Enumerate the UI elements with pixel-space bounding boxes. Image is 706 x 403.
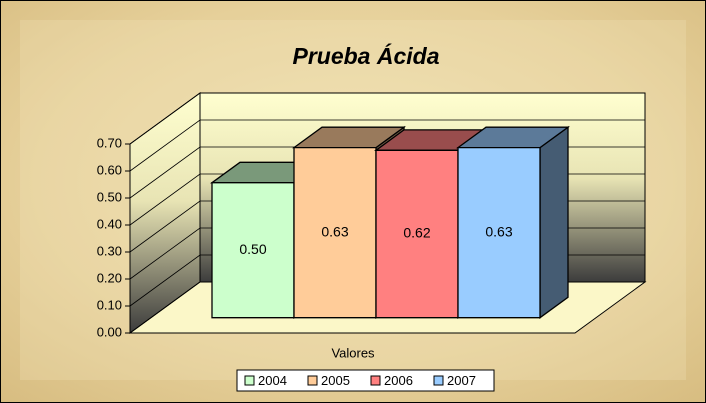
data-label: 0.62 <box>403 225 430 241</box>
y-tick-label: 0.40 <box>97 216 122 231</box>
grid-line <box>129 92 645 145</box>
legend-label: 2005 <box>321 373 350 388</box>
y-tick-label: 0.30 <box>97 243 122 258</box>
legend-label: 2007 <box>447 373 476 388</box>
legend-label: 2006 <box>384 373 413 388</box>
bar-side <box>539 125 569 319</box>
y-tick-label: 0.20 <box>97 270 122 285</box>
data-label: 0.50 <box>239 241 266 257</box>
legend-swatch <box>244 375 255 386</box>
legend-label: 2004 <box>258 373 287 388</box>
y-tick-label: 0.60 <box>97 162 122 177</box>
y-tick-label: 0.10 <box>97 297 122 312</box>
y-tick-label: 0.70 <box>97 135 122 150</box>
legend-swatch <box>433 375 444 386</box>
legend <box>236 369 495 392</box>
grid-line <box>129 119 645 172</box>
chart-title: Prueba Ácida <box>293 42 440 69</box>
y-tick-label: 0.50 <box>97 189 122 204</box>
x-axis-label: Valores <box>331 345 375 360</box>
y-tick-label: 0.00 <box>97 324 122 339</box>
legend-swatch <box>307 375 318 386</box>
data-label: 0.63 <box>321 223 348 239</box>
data-label: 0.63 <box>485 223 512 239</box>
legend-swatch <box>370 375 381 386</box>
bar <box>457 146 541 319</box>
